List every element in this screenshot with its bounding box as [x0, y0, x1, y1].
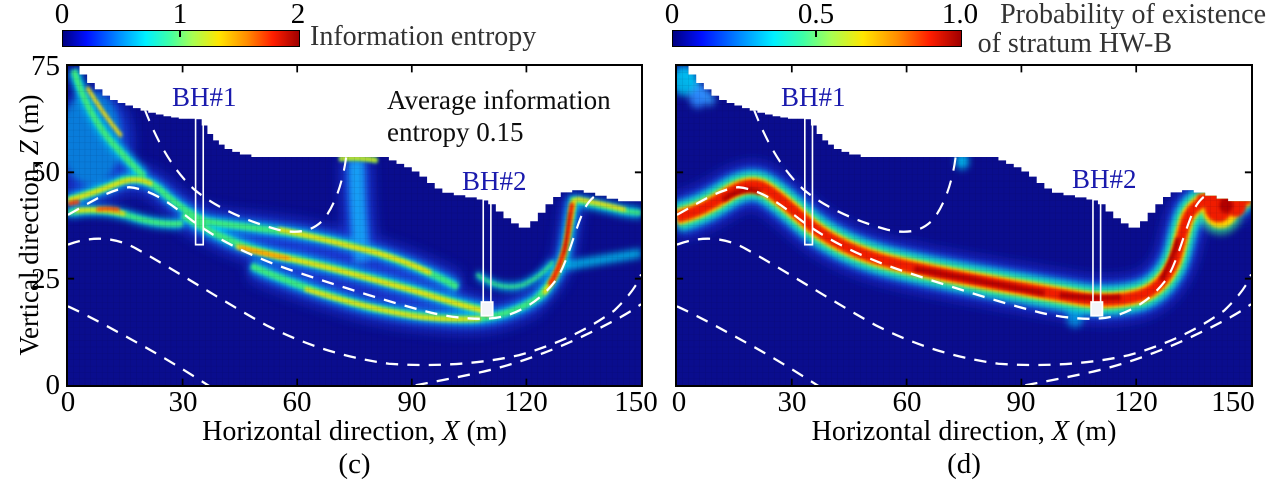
- y-tick-0: 0: [45, 369, 61, 401]
- y-tick-50: 50: [31, 156, 60, 188]
- borehole-markers-d: [804, 117, 1104, 317]
- borehole-label-d-bh2: BH#2: [1072, 164, 1137, 194]
- colorbar-d-tick-0: 0: [664, 0, 680, 30]
- borehole-label-c-bh2: BH#2: [462, 166, 527, 196]
- borehole-label-c-bh1: BH#1: [172, 82, 237, 112]
- x-axis-title-d: Horizontal direction, X (m): [811, 416, 1117, 447]
- y-tick-75: 75: [31, 50, 60, 82]
- colorbar-entropy-label: Information entropy: [310, 21, 537, 52]
- colorbar-c-tick-1: 1: [172, 0, 188, 30]
- colorbar-probability: [672, 30, 962, 47]
- x-tick-c-0: 0: [60, 386, 76, 418]
- colorbar-probability-midtick: [815, 31, 817, 37]
- x-tick-c-30: 30: [168, 386, 198, 418]
- x-axis-title-c: Horizontal direction, X (m): [202, 416, 507, 447]
- colorbar-probability-label-line1: Probability of existence: [1000, 0, 1266, 30]
- x-tick-d-150: 150: [1211, 386, 1255, 418]
- colorbar-c-tick-0: 0: [54, 0, 70, 30]
- x-tick-c-150: 150: [614, 386, 658, 418]
- x-tick-c-120: 120: [504, 386, 548, 418]
- colorbar-entropy-midtick: [179, 31, 181, 37]
- x-tick-d-60: 60: [892, 386, 922, 418]
- x-tick-d-0: 0: [671, 386, 687, 418]
- caption-d: (d): [947, 448, 981, 480]
- x-tick-d-90: 90: [1006, 386, 1036, 418]
- colorbar-d-tick-05: 0.5: [797, 0, 835, 30]
- y-tick-25: 25: [31, 263, 60, 295]
- colorbar-d-tick-1: 1.0: [941, 0, 979, 30]
- y-axis-title: Vertical direction, Z (m): [14, 94, 44, 356]
- colorbar-entropy: [62, 30, 300, 47]
- heatmap-panel-d: [675, 64, 1253, 387]
- heatmap-c-svg: [68, 66, 641, 385]
- x-tick-d-120: 120: [1114, 386, 1158, 418]
- x-tick-c-90: 90: [397, 386, 427, 418]
- colorbar-probability-label-line2: of stratum HW-B: [977, 28, 1172, 59]
- x-tick-c-60: 60: [282, 386, 312, 418]
- x-tick-d-30: 30: [777, 386, 807, 418]
- average-entropy-annotation: Average information entropy 0.15: [387, 85, 611, 147]
- heatmap-panel-c: [66, 64, 643, 387]
- borehole-label-d-bh1: BH#1: [781, 82, 846, 112]
- colorbar-c-tick-2: 2: [290, 0, 306, 30]
- caption-c: (c): [338, 448, 371, 480]
- borehole-markers-c: [194, 117, 494, 317]
- heatmap-d-svg: [677, 66, 1251, 385]
